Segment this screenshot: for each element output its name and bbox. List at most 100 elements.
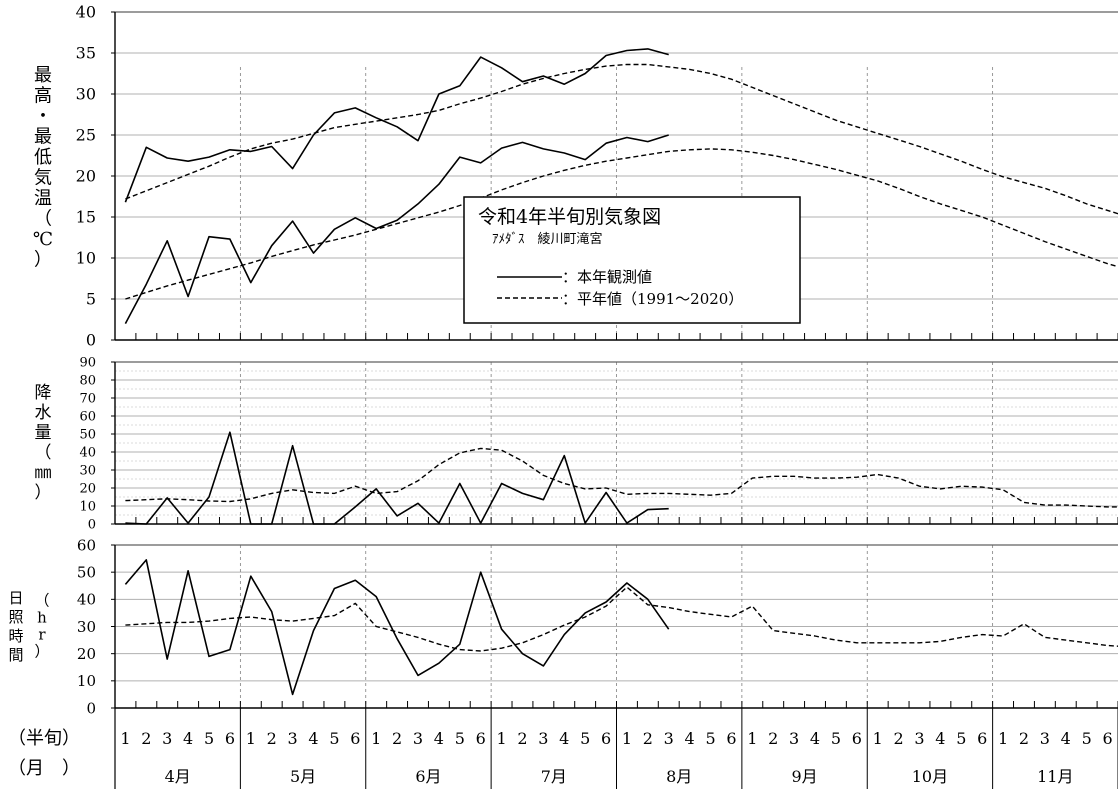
y-axis-label-char: 時 bbox=[8, 627, 23, 645]
legend-dashed-label: ：平年値（1991～2020） bbox=[562, 290, 743, 308]
pentad-label: 3 bbox=[288, 729, 298, 748]
pentad-label: 5 bbox=[580, 729, 590, 748]
pentad-label: 3 bbox=[914, 729, 924, 748]
pentad-label: 5 bbox=[831, 729, 841, 748]
y-tick-label: 50 bbox=[77, 563, 96, 581]
pentad-label: 2 bbox=[267, 729, 277, 748]
pentad-label: 3 bbox=[789, 729, 799, 748]
y-axis-label-char: ㎜ bbox=[35, 463, 52, 483]
legend-solid-label: ：本年観測値 bbox=[562, 268, 652, 286]
pentad-label: 1 bbox=[873, 729, 883, 748]
pentad-label: 5 bbox=[329, 729, 339, 748]
y-axis-label-char: ・ bbox=[34, 106, 52, 127]
series-line-precipitation-solid bbox=[125, 431, 669, 525]
pentad-label: 6 bbox=[726, 729, 736, 748]
series-line-temperature-min-dashed bbox=[125, 148, 1118, 300]
y-tick-label: 30 bbox=[79, 464, 96, 479]
pentad-label: 6 bbox=[852, 729, 862, 748]
month-label: 11月 bbox=[1037, 767, 1073, 786]
pentad-label: 5 bbox=[1082, 729, 1092, 748]
y-tick-label: 20 bbox=[76, 167, 96, 186]
series-line-sunshine-dashed bbox=[125, 586, 1118, 652]
y-axis-label-char: ℃ bbox=[33, 229, 53, 250]
y-axis-unit-char: ） bbox=[34, 643, 49, 661]
pentad-label: 3 bbox=[664, 729, 674, 748]
y-tick-label: 70 bbox=[79, 392, 96, 407]
series-line-temperature-max-dashed bbox=[125, 63, 1118, 215]
month-label: 8月 bbox=[666, 767, 692, 786]
pentad-label: 3 bbox=[413, 729, 423, 748]
y-tick-label: 25 bbox=[76, 126, 96, 145]
pentad-label: 2 bbox=[643, 729, 653, 748]
y-axis-label-char: （ bbox=[35, 443, 52, 463]
y-axis-label-char: 低 bbox=[34, 147, 52, 168]
y-tick-label: 20 bbox=[79, 482, 96, 497]
y-tick-label: 40 bbox=[77, 591, 96, 609]
y-tick-label: 60 bbox=[79, 410, 96, 425]
y-axis-label-char: ） bbox=[35, 483, 52, 503]
y-axis-label-char: ） bbox=[34, 249, 52, 270]
series-line-temperature-min-solid bbox=[124, 134, 669, 324]
month-axis-label: （月 ） bbox=[8, 758, 80, 779]
month-label: 4月 bbox=[165, 767, 191, 786]
y-tick-label: 0 bbox=[86, 331, 96, 350]
pentad-label: 1 bbox=[622, 729, 632, 748]
month-label: 10月 bbox=[912, 767, 948, 786]
pentad-label: 1 bbox=[998, 729, 1008, 748]
y-tick-label: 10 bbox=[77, 672, 96, 690]
pentad-label: 1 bbox=[371, 729, 381, 748]
series-line-temperature-max-solid bbox=[124, 48, 669, 203]
y-tick-label: 40 bbox=[79, 446, 96, 461]
legend-subtitle: ｱﾒﾀﾞｽ 綾川町滝宮 bbox=[492, 231, 603, 247]
pentad-axis-label: （半旬） bbox=[8, 728, 80, 749]
pentad-label: 4 bbox=[183, 729, 193, 748]
pentad-label: 4 bbox=[685, 729, 695, 748]
y-tick-label: 10 bbox=[76, 249, 96, 268]
y-axis-label-char: 最 bbox=[34, 65, 52, 86]
pentad-label: 4 bbox=[434, 729, 444, 748]
pentad-label: 3 bbox=[162, 729, 172, 748]
y-axis-label-char: 量 bbox=[35, 423, 52, 443]
series-line-sunshine-solid bbox=[124, 559, 670, 696]
pentad-label: 5 bbox=[956, 729, 966, 748]
y-axis-label-char: 気 bbox=[34, 167, 52, 188]
y-axis-label-char: 水 bbox=[35, 403, 52, 423]
pentad-label: 1 bbox=[747, 729, 757, 748]
legend-title: 令和4年半旬別気象図 bbox=[478, 206, 661, 228]
pentad-label: 2 bbox=[517, 729, 527, 748]
y-tick-label: 10 bbox=[79, 500, 96, 515]
legend-box: 令和4年半旬別気象図 ｱﾒﾀﾞｽ 綾川町滝宮 ：本年観測値 ：平年値（1991～… bbox=[463, 196, 801, 324]
pentad-label: 5 bbox=[204, 729, 214, 748]
pentad-label: 5 bbox=[705, 729, 715, 748]
month-label: 9月 bbox=[791, 767, 817, 786]
pentad-label: 4 bbox=[935, 729, 945, 748]
y-axis-label-char: 照 bbox=[8, 608, 23, 626]
pentad-label: 1 bbox=[120, 729, 130, 748]
pentad-label: 2 bbox=[894, 729, 904, 748]
y-axis-label-char: 降 bbox=[35, 383, 52, 403]
pentad-label: 4 bbox=[559, 729, 569, 748]
pentad-label: 6 bbox=[977, 729, 987, 748]
y-tick-label: 35 bbox=[76, 44, 96, 63]
y-axis-label-char: 日 bbox=[8, 589, 23, 607]
pentad-label: 6 bbox=[601, 729, 611, 748]
y-tick-label: 0 bbox=[86, 699, 96, 717]
y-axis-label-char: 高 bbox=[34, 85, 52, 106]
y-tick-label: 30 bbox=[76, 85, 96, 104]
month-label: 5月 bbox=[290, 767, 316, 786]
y-axis-unit-char: h bbox=[37, 609, 47, 627]
y-axis-label-char: 間 bbox=[8, 646, 23, 664]
y-axis-label-char: 最 bbox=[34, 126, 52, 147]
pentad-label: 2 bbox=[768, 729, 778, 748]
y-axis-unit-char: （ bbox=[34, 592, 49, 610]
pentad-label: 2 bbox=[1019, 729, 1029, 748]
y-axis-label-char: 温 bbox=[34, 188, 52, 209]
y-tick-label: 40 bbox=[76, 3, 96, 22]
y-tick-label: 50 bbox=[79, 428, 96, 443]
series-line-precipitation-dashed bbox=[125, 447, 1118, 508]
y-tick-label: 15 bbox=[76, 208, 96, 227]
pentad-label: 6 bbox=[350, 729, 360, 748]
y-tick-label: 0 bbox=[88, 518, 96, 533]
pentad-label: 3 bbox=[1040, 729, 1050, 748]
